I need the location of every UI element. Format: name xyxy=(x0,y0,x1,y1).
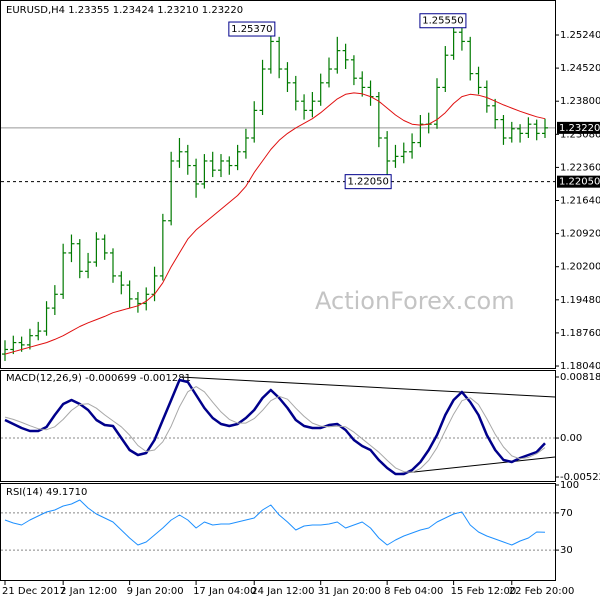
x-tick-label: 22 Feb 20:00 xyxy=(509,586,575,597)
x-tick-label: 24 Jan 12:00 xyxy=(251,586,314,597)
rsi-panel-frame xyxy=(0,483,556,581)
price-label-box xyxy=(557,121,600,134)
annotation-box xyxy=(419,13,467,29)
annotation-label: 1.22050 xyxy=(347,177,388,188)
x-tick-label: 31 Jan 20:00 xyxy=(318,586,381,597)
price-label: 1.23220 xyxy=(559,123,600,134)
y-tick-label: 1.23800 xyxy=(560,96,600,107)
rsi-title: RSI(14) 49.1710 xyxy=(6,487,87,498)
y-tick-label: 100 xyxy=(560,480,579,491)
series-line xyxy=(4,92,546,355)
chart-title: EURUSD,H4 1.23355 1.23424 1.23210 1.2322… xyxy=(6,5,243,16)
y-tick-label: 0.00 xyxy=(560,433,582,444)
series-line xyxy=(4,386,546,473)
watermark: ActionForex.com xyxy=(315,287,515,315)
y-tick-label: 1.18760 xyxy=(560,328,600,339)
y-tick-label: 1.22360 xyxy=(560,162,600,173)
x-tick-label: 17 Jan 04:00 xyxy=(193,586,256,597)
x-tick-label: 9 Jan 20:00 xyxy=(127,586,184,597)
annotation-label: 1.25550 xyxy=(422,16,463,27)
annotation-label: 1.25370 xyxy=(231,24,272,35)
annotation-box xyxy=(344,174,392,190)
series-line xyxy=(4,499,546,546)
y-tick-label: 1.23080 xyxy=(560,129,600,140)
y-tick-label: 1.19480 xyxy=(560,295,600,306)
x-tick-label: 15 Feb 12:00 xyxy=(451,586,517,597)
y-tick-label: 70 xyxy=(560,508,573,519)
annotation-box xyxy=(228,21,276,37)
y-tick-label: 1.24520 xyxy=(560,63,600,74)
price-panel-frame xyxy=(0,0,556,369)
x-tick-label: 8 Feb 04:00 xyxy=(384,586,443,597)
macd-title: MACD(12,26,9) -0.000699 -0.001281 xyxy=(6,373,191,384)
y-tick-label: 1.25240 xyxy=(560,30,600,41)
y-tick-label: 1.20200 xyxy=(560,262,600,273)
y-tick-label: 1.21640 xyxy=(560,196,600,207)
macd-panel-frame xyxy=(0,370,556,482)
price-label-box xyxy=(557,175,600,188)
x-tick-label: 21 Dec 2017 xyxy=(2,586,66,597)
y-tick-label: 0.008182 xyxy=(560,372,600,383)
y-tick-label: 30 xyxy=(560,545,573,556)
price-label: 1.22050 xyxy=(559,177,600,188)
y-tick-label: 1.18040 xyxy=(560,361,600,372)
x-tick-label: 2 Jan 12:00 xyxy=(60,586,117,597)
macd-trendline xyxy=(394,456,556,475)
y-tick-label: -0.005223 xyxy=(560,472,600,483)
series-line xyxy=(4,378,546,476)
y-tick-label: 1.20920 xyxy=(560,229,600,240)
macd-trendline xyxy=(179,376,556,398)
